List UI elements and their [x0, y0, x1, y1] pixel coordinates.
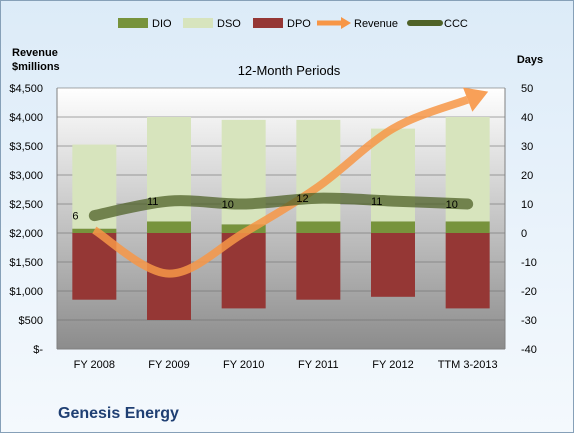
- left-axis-tick-label: $-: [33, 344, 43, 356]
- bar-dio: [147, 221, 191, 233]
- ccc-data-label: 10: [222, 199, 234, 211]
- right-axis-tick-label: 30: [521, 141, 533, 153]
- series-revenue-line: [92, 95, 470, 278]
- left-axis-tick-label: $1,000: [9, 286, 43, 298]
- plot-area: [57, 88, 505, 349]
- left-axis-tick-label: $500: [19, 315, 43, 327]
- legend-swatch-dio: [118, 18, 148, 28]
- right-axis-tick-label: -20: [521, 286, 537, 298]
- chart-title: 12-Month Periods: [238, 63, 341, 78]
- right-axis-title: Days: [517, 54, 543, 66]
- ccc-data-label: 11: [147, 196, 158, 208]
- left-axis-tick-label: $3,000: [9, 170, 43, 182]
- ccc-data-label: 10: [446, 199, 458, 211]
- left-axis-tick-label: $2,500: [9, 199, 43, 211]
- ccc-data-label: 6: [72, 211, 78, 223]
- company-name: Genesis Energy: [58, 405, 179, 422]
- legend-label-revenue: Revenue: [354, 18, 398, 30]
- legend-label-dpo: DPO: [287, 18, 311, 30]
- right-axis-tick-label: -40: [521, 344, 537, 356]
- bar-dpo: [296, 233, 341, 300]
- revenue-arrowhead: [462, 87, 489, 112]
- bar-dio: [296, 221, 341, 233]
- x-axis-tick-label: FY 2009: [148, 359, 189, 371]
- bar-dio: [445, 221, 490, 233]
- left-axis-tick-label: $2,000: [9, 228, 43, 240]
- right-axis-tick-label: 20: [521, 170, 533, 182]
- left-axis-tick-label: $4,000: [9, 112, 43, 124]
- legend-arrowhead-revenue: [341, 17, 351, 29]
- x-axis-tick-label: FY 2010: [223, 359, 264, 371]
- left-axis-tick-label: $3,500: [9, 141, 43, 153]
- right-axis-tick-label: 50: [521, 83, 533, 95]
- series-ccc-line: [88, 192, 474, 222]
- left-axis-title-line2: $millions: [12, 61, 60, 73]
- legend-label-ccc: CCC: [444, 18, 468, 30]
- right-axis-tick-label: 0: [521, 228, 527, 240]
- left-axis-tick-label: $1,500: [9, 257, 43, 269]
- x-axis-tick-label: FY 2012: [372, 359, 413, 371]
- left-axis-title-line1: Revenue: [12, 47, 58, 59]
- x-axis-tick-label: FY 2008: [74, 359, 115, 371]
- left-axis-tick-label: $4,500: [9, 83, 43, 95]
- ccc-data-label: 12: [296, 193, 308, 205]
- bar-dpo: [371, 233, 415, 297]
- right-axis-tick-label: 40: [521, 112, 533, 124]
- bar-dpo: [445, 233, 490, 309]
- right-axis-tick-label: -30: [521, 315, 537, 327]
- x-axis-tick-label: FY 2011: [298, 359, 339, 371]
- legend-swatch-dpo: [253, 18, 283, 28]
- x-axis-tick-label: TTM 3-2013: [438, 359, 498, 371]
- legend-label-dio: DIO: [152, 18, 172, 30]
- right-axis-tick-label: 10: [521, 199, 533, 211]
- legend-swatch-dso: [183, 18, 213, 28]
- legend-label-dso: DSO: [217, 18, 241, 30]
- right-axis-tick-label: -10: [521, 257, 537, 269]
- ccc-data-label: 11: [371, 196, 382, 208]
- bar-dio: [371, 221, 415, 233]
